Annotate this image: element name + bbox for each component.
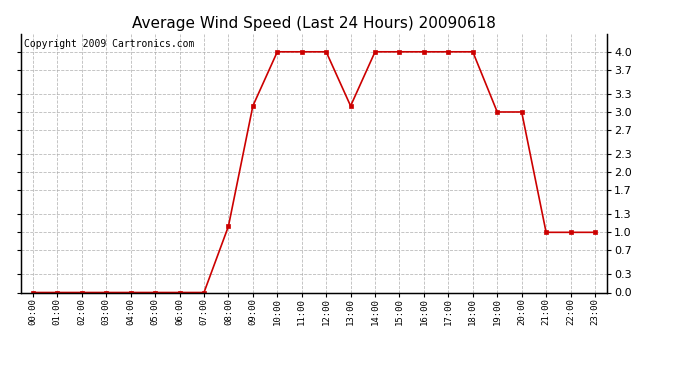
Text: Copyright 2009 Cartronics.com: Copyright 2009 Cartronics.com [23,39,194,49]
Title: Average Wind Speed (Last 24 Hours) 20090618: Average Wind Speed (Last 24 Hours) 20090… [132,16,496,31]
